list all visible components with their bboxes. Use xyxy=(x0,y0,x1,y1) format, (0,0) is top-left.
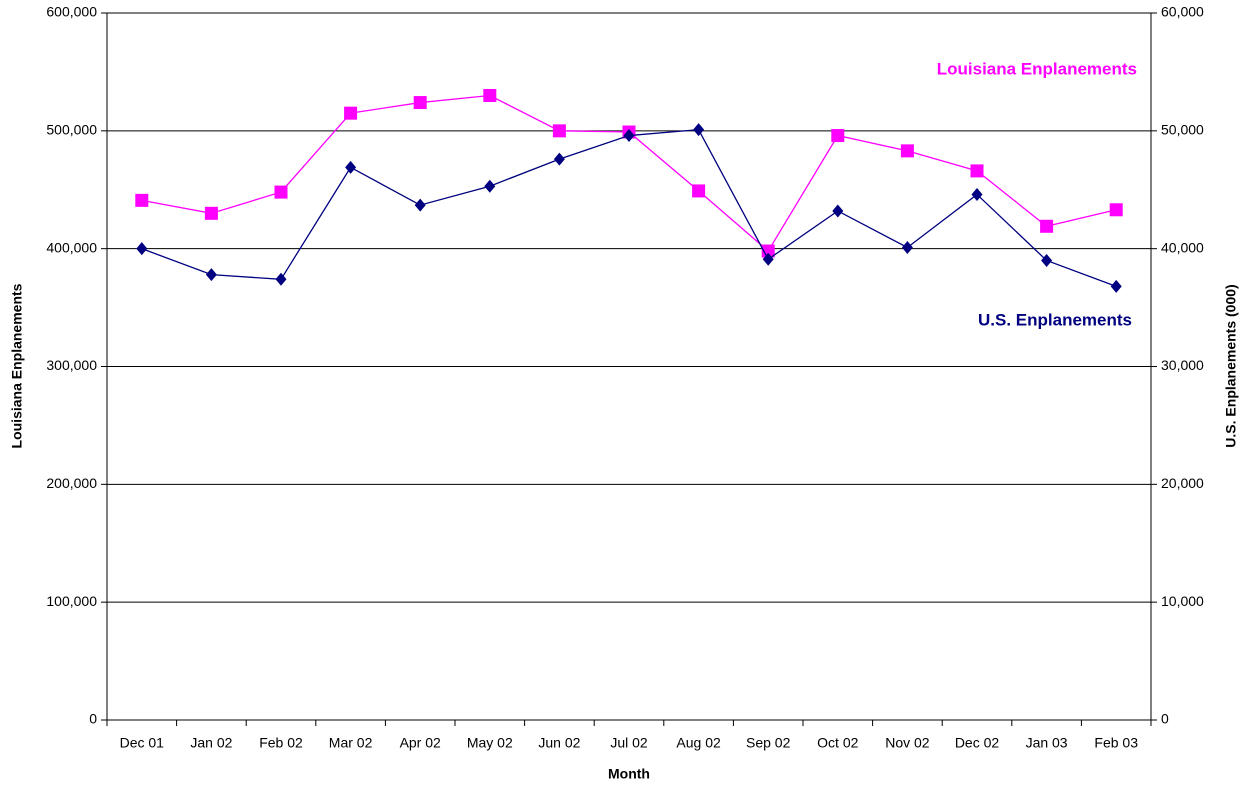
y-axis-title: Louisiana Enplanements xyxy=(9,283,25,448)
series-label: U.S. Enplanements xyxy=(978,310,1132,329)
marker xyxy=(136,242,148,256)
x-tick-label: Sep 02 xyxy=(746,735,791,751)
marker xyxy=(623,129,635,143)
marker xyxy=(832,204,844,218)
y-tick-label: 500,000 xyxy=(46,122,97,138)
x-tick-label: May 02 xyxy=(467,735,513,751)
marker xyxy=(1110,279,1122,293)
marker xyxy=(553,152,565,166)
marker xyxy=(483,88,497,102)
x-tick-label: Dec 01 xyxy=(120,735,165,751)
marker xyxy=(1040,219,1054,233)
y2-tick-label: 0 xyxy=(1161,711,1169,727)
y2-tick-label: 40,000 xyxy=(1161,239,1204,255)
series-line xyxy=(141,128,1117,287)
marker xyxy=(1041,253,1053,267)
marker xyxy=(205,268,217,282)
y2-tick-label: 10,000 xyxy=(1161,593,1204,609)
y2-tick-label: 20,000 xyxy=(1161,475,1204,491)
y2-tick-label: 30,000 xyxy=(1161,357,1204,373)
marker xyxy=(1109,203,1123,217)
x-tick-label: Jun 02 xyxy=(538,735,580,751)
marker xyxy=(693,123,705,137)
y-tick-label: 0 xyxy=(89,711,97,727)
x-tick-label: Apr 02 xyxy=(400,735,441,751)
y-tick-label: 300,000 xyxy=(46,357,97,373)
x-tick-label: Aug 02 xyxy=(676,735,721,751)
y-tick-label: 100,000 xyxy=(46,593,97,609)
x-tick-label: Nov 02 xyxy=(885,735,930,751)
x-tick-label: Jan 02 xyxy=(190,735,232,751)
series-line xyxy=(141,94,1117,253)
x-tick-label: Feb 02 xyxy=(259,735,303,751)
marker xyxy=(413,96,427,110)
x-axis-title: Month xyxy=(608,766,650,782)
series-label: Louisiana Enplanements xyxy=(937,59,1137,78)
marker xyxy=(552,124,566,138)
marker xyxy=(345,160,357,174)
marker xyxy=(204,206,218,220)
x-tick-label: Oct 02 xyxy=(817,735,858,751)
y2-tick-label: 60,000 xyxy=(1161,4,1204,20)
marker xyxy=(970,164,984,178)
x-tick-label: Jul 02 xyxy=(610,735,648,751)
x-tick-label: Dec 02 xyxy=(955,735,1000,751)
marker xyxy=(344,106,358,120)
y-tick-label: 200,000 xyxy=(46,475,97,491)
marker xyxy=(484,179,496,193)
marker xyxy=(831,129,845,143)
x-tick-label: Mar 02 xyxy=(329,735,373,751)
y2-axis-title: U.S. Enplanements (000) xyxy=(1223,284,1239,447)
y2-tick-label: 50,000 xyxy=(1161,122,1204,138)
marker xyxy=(274,185,288,199)
marker xyxy=(135,193,149,207)
marker xyxy=(901,240,913,254)
marker xyxy=(275,272,287,286)
marker xyxy=(762,252,774,266)
marker xyxy=(692,184,706,198)
y-tick-label: 400,000 xyxy=(46,239,97,255)
marker xyxy=(971,187,983,201)
x-tick-label: Feb 03 xyxy=(1094,735,1138,751)
x-tick-label: Jan 03 xyxy=(1026,735,1068,751)
marker xyxy=(900,144,914,158)
y-tick-label: 600,000 xyxy=(46,4,97,20)
marker xyxy=(414,198,426,212)
